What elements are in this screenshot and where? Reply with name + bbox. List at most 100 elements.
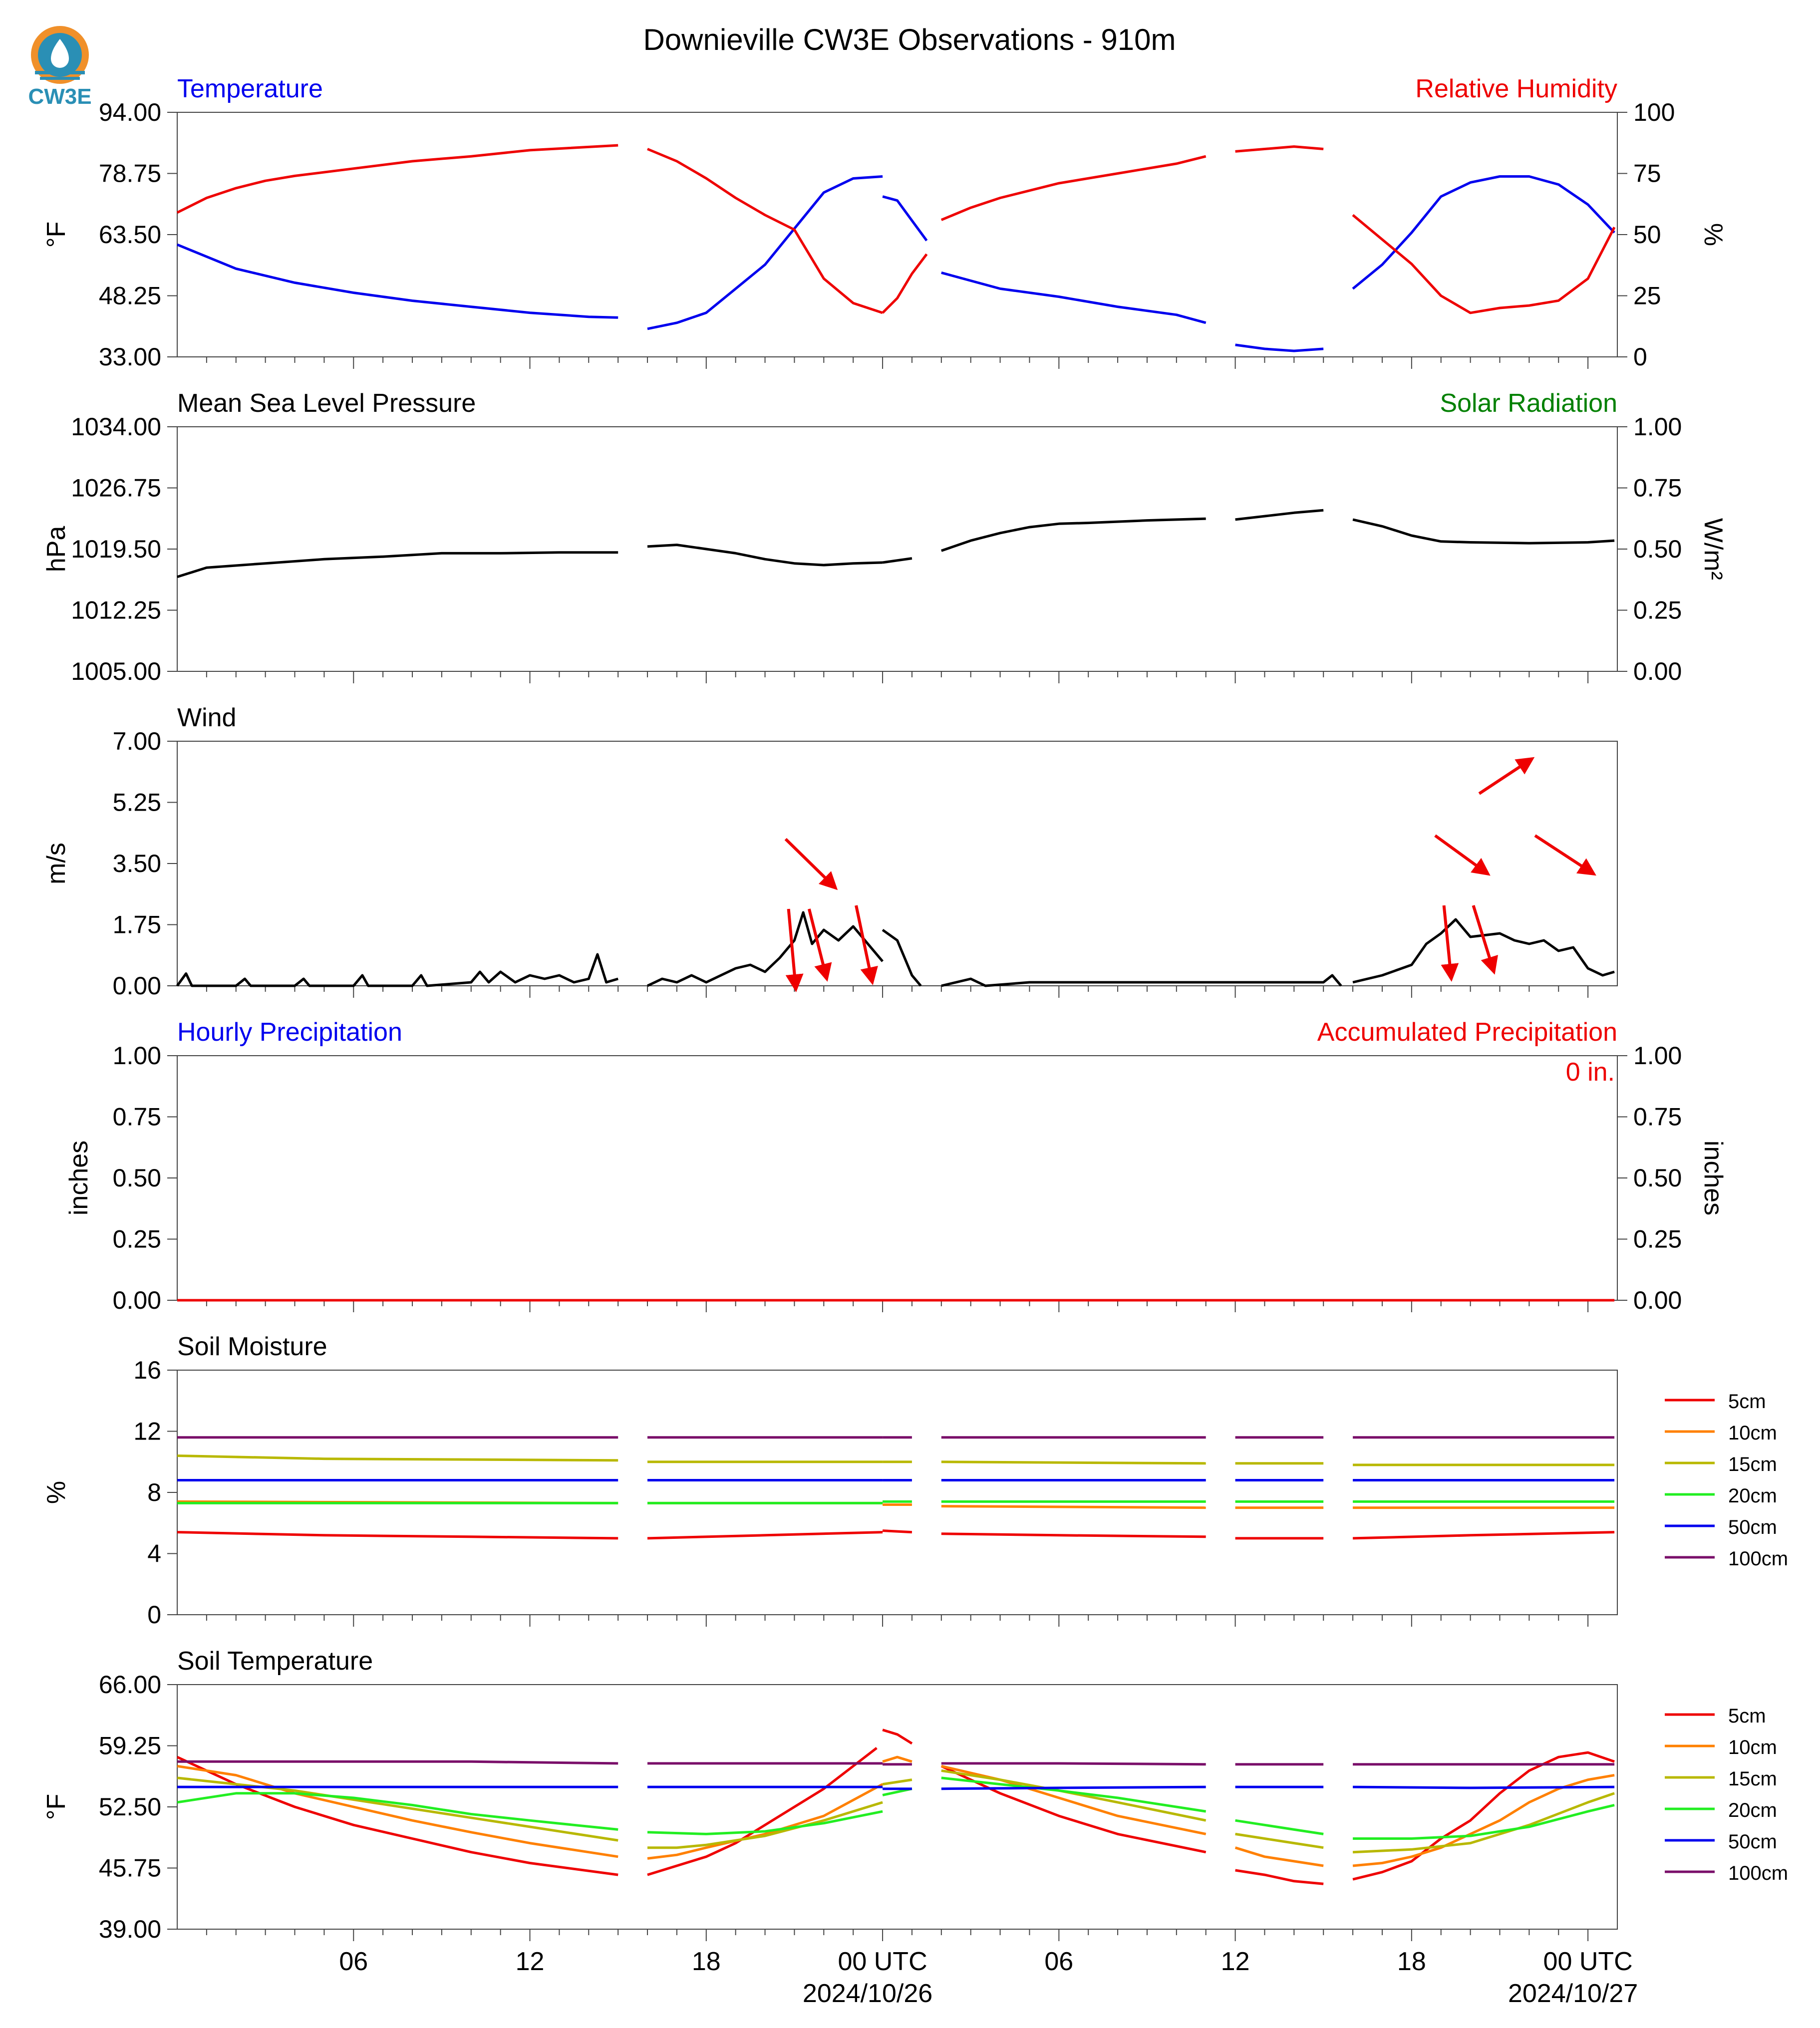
y-axis-label-right: inches — [1699, 1141, 1728, 1215]
series-1-segment-1 — [647, 148, 883, 314]
y-axis-label: % — [42, 1481, 71, 1504]
figure-title: Downieville CW3E Observations - 910m — [643, 23, 1176, 56]
y-tick-label: 59.25 — [99, 1732, 161, 1760]
y-tick-label: 1026.75 — [71, 474, 161, 502]
chart-panel-6: 39.00 45.75 52.50 59.25 66.00 Soil Temperatur… — [42, 1647, 1788, 2008]
series-3-segment-0 — [177, 1792, 618, 1831]
legend-label: 100cm — [1728, 1548, 1788, 1570]
series-0-segment-1 — [647, 1531, 883, 1540]
y-right-tick-label: 75 — [1633, 160, 1661, 188]
wind-arrow-5 — [1472, 905, 1499, 975]
legend: 5cm 10cm 15cm 20cm 50cm 100cm — [1665, 1391, 1788, 1570]
series-3-segment-5 — [1353, 1803, 1615, 1840]
y-tick-label: 0.00 — [113, 1286, 161, 1314]
series-3-segment-1 — [647, 1810, 883, 1835]
series-0-segment-2 — [882, 1529, 912, 1534]
wind-arrow-6 — [1434, 834, 1491, 876]
legend-label: 20cm — [1728, 1485, 1777, 1507]
y-axis-label: hPa — [42, 526, 71, 573]
plot-frame — [177, 741, 1618, 986]
y-tick-label: 1034.00 — [71, 413, 161, 441]
series-2-segment-1 — [647, 1801, 883, 1849]
legend-label: 10cm — [1728, 1422, 1777, 1444]
y-tick-label: 1019.50 — [71, 535, 161, 563]
series-4-segment-5 — [1353, 1785, 1615, 1789]
wind-arrow-7 — [1478, 757, 1535, 795]
series-0-segment-0 — [177, 1531, 618, 1540]
y-tick-label: 78.75 — [99, 160, 161, 188]
y-tick-label: 1.75 — [113, 911, 161, 939]
series-2-segment-0 — [177, 1776, 618, 1842]
x-tick-label: 12 — [516, 1947, 545, 1976]
legend-label: 15cm — [1728, 1453, 1777, 1475]
series-2-segment-2 — [882, 1778, 912, 1786]
y-right-tick-label: 0.25 — [1633, 1225, 1682, 1253]
legend-label: 5cm — [1728, 1391, 1766, 1413]
series-0-segment-5 — [1353, 1531, 1615, 1540]
y-right-tick-label: 0.50 — [1633, 1164, 1682, 1192]
series-0-segment-1 — [647, 175, 883, 330]
y-right-tick-label: 1.00 — [1633, 1042, 1682, 1070]
x-tick-label: 00 UTC — [1543, 1947, 1633, 1976]
x-tick-label: 06 — [1044, 1947, 1073, 1976]
legend: 5cm 10cm 15cm 20cm 50cm 100cm — [1665, 1705, 1788, 1884]
y-tick-label: 4 — [147, 1540, 161, 1568]
series-0-segment-3 — [940, 517, 1206, 552]
series-0-segment-3 — [941, 974, 1342, 987]
y-tick-label: 0.25 — [113, 1225, 161, 1253]
y-right-tick-label: 0.00 — [1633, 1286, 1682, 1314]
x-tick-label: 06 — [339, 1947, 368, 1976]
plot-frame — [177, 1370, 1618, 1615]
y-tick-label: 48.25 — [99, 282, 161, 310]
wind-arrow-2 — [784, 838, 838, 890]
y-tick-label: 94.00 — [99, 98, 161, 126]
y-tick-label: 0.50 — [113, 1164, 161, 1192]
y-right-tick-label: 0.25 — [1633, 596, 1682, 624]
series-0-segment-5 — [1352, 518, 1615, 545]
series-0-segment-1 — [647, 1747, 878, 1876]
legend-label: 50cm — [1728, 1831, 1777, 1853]
y-right-tick-label: 25 — [1633, 282, 1661, 310]
y-axis-label-right: % — [1699, 223, 1728, 246]
series-1-segment-3 — [941, 1505, 1206, 1509]
series-0-segment-3 — [940, 1765, 1207, 1854]
y-tick-label: 45.75 — [99, 1854, 161, 1882]
y-tick-label: 66.00 — [99, 1671, 161, 1699]
y-axis-label-right: W/m² — [1699, 518, 1728, 580]
y-right-tick-label: 100 — [1633, 98, 1675, 126]
series-2-segment-3 — [941, 1460, 1206, 1465]
chart-panel-2: 1005.00 1012.25 1019.50 1026.75 1034.00 0.00 0… — [42, 389, 1728, 685]
series-2-segment-3 — [941, 1769, 1207, 1822]
y-right-tick-label: 0.00 — [1633, 657, 1682, 685]
series-5-segment-3 — [941, 1762, 1206, 1766]
y-axis-label: °F — [42, 222, 71, 248]
series-2-segment-5 — [1352, 1792, 1615, 1854]
series-0-segment-4 — [1352, 918, 1615, 984]
y-axis-label: inches — [64, 1141, 93, 1215]
y-axis-label: m/s — [42, 843, 71, 884]
series-0-segment-4 — [1235, 509, 1324, 521]
legend-label: 100cm — [1728, 1862, 1788, 1884]
chart-panel-4: 0.00 0.25 0.50 0.75 1.00 0.00 0.25 0.50 0.75 1.00… — [64, 1018, 1728, 1314]
y-tick-label: 52.50 — [99, 1793, 161, 1821]
series-0-segment-2 — [882, 1729, 913, 1745]
series-1-segment-4 — [1235, 145, 1324, 153]
series-0-segment-3 — [941, 1532, 1206, 1538]
series-3-segment-3 — [941, 1776, 1207, 1813]
y-right-tick-label: 0.75 — [1633, 1103, 1682, 1131]
panel-title-right: Solar Radiation — [1440, 389, 1617, 418]
series-0-segment-3 — [941, 271, 1207, 324]
y-tick-label: 1.00 — [113, 1042, 161, 1070]
series-0-segment-5 — [1352, 1751, 1615, 1881]
plot-frame — [177, 426, 1618, 672]
x-tick-label: 12 — [1221, 1947, 1250, 1976]
series-0-segment-4 — [1235, 1869, 1324, 1885]
series-2-segment-4 — [1235, 1832, 1324, 1849]
series-0-segment-5 — [1352, 175, 1615, 290]
wind-arrow-8 — [1534, 834, 1596, 876]
plot-frame — [177, 1055, 1618, 1301]
wind-arrow-1 — [807, 908, 832, 982]
series-0-segment-1 — [646, 911, 884, 987]
legend-label: 10cm — [1728, 1737, 1777, 1758]
